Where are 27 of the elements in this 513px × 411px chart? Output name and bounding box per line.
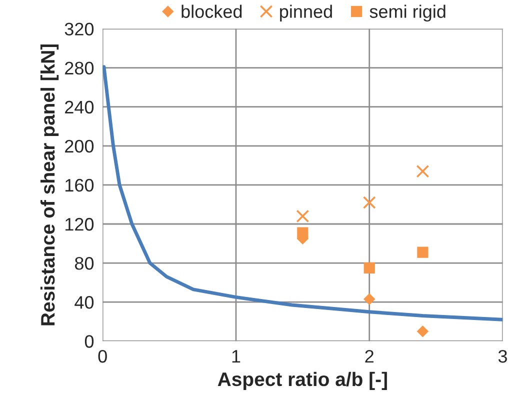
legend-label: semi rigid [370,4,446,22]
y-tick-label: 120 [66,218,94,231]
x-tick-label: 3 [498,350,507,363]
y-tick-label: 40 [74,296,94,309]
legend-label: pinned [280,4,332,22]
x-tick-label: 2 [365,350,374,363]
point [362,196,376,209]
point [363,293,376,306]
point [416,325,429,338]
point [417,246,428,258]
x-axis-title: Aspect ratio a/b [-] [218,372,387,390]
y-tick-label: 80 [74,256,94,270]
point [296,210,310,223]
legend-label: blocked [182,4,242,18]
line-series [102,65,503,322]
y-tick-label: 240 [65,100,94,114]
point [364,262,375,274]
y-tick-label: 280 [65,62,94,75]
x-tick-label: 0 [98,350,107,363]
x-tick-label: 1 [232,350,240,363]
point [297,227,308,238]
y-tick-label: 0 [84,335,94,348]
point [416,164,430,178]
y-tick-label: 160 [66,178,94,192]
y-tick-label: 320 [64,22,94,36]
y-axis-title: Resistance of shear panel [kN] [40,44,59,326]
y-tick-label: 200 [65,140,94,153]
